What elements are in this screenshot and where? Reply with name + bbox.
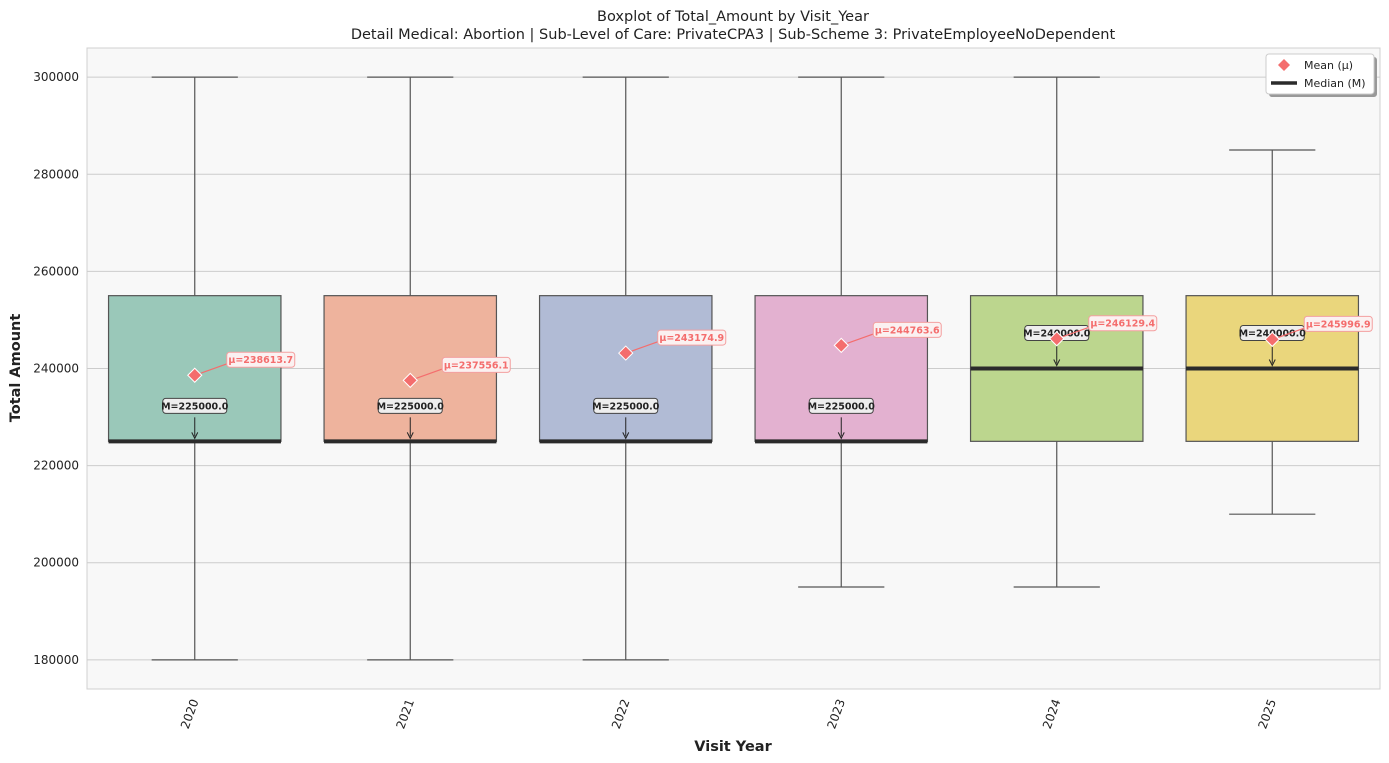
mean-connector [416,367,445,379]
box-group-2022: M=225000.0 μ=243174.9 [538,76,727,661]
mean-marker [1049,331,1065,347]
x-tick-label: 2021 [393,697,417,730]
box-group-2024: M=240000.0μ=246129.4 [969,76,1158,588]
legend-mean-icon [1278,59,1290,71]
median-arrow-head [1268,359,1276,367]
y-tick-label: 280000 [33,167,79,181]
mean-connector [1278,326,1307,338]
median-label-box [593,397,659,414]
median-label-box [162,397,228,414]
legend-mean-label: Mean (μ) [1304,59,1353,72]
grid-lines [87,76,1380,661]
y-axis-ticks: 180000 200000 220000 240000 260000 280000 3000… [33,70,79,667]
mean-label-box [1303,315,1373,332]
y-axis-label: Total Amount [8,314,24,423]
box-group-2023: M=225000.0 μ=244763.6 [754,76,942,588]
x-tick-label: 2025 [1255,697,1279,730]
mean-marker [402,372,418,389]
mean-marker [187,367,203,383]
mean-marker [618,345,634,361]
median-arrow-head [622,432,630,440]
mean-label: μ=238613.7 [228,355,293,366]
mean-label-box [441,356,511,373]
median-label: M=225000.0 [808,401,876,412]
boxes: M=225000.0 μ=238613.7 M=225000.0 μ=237556.1… [107,76,1373,661]
x-tick-label: 2022 [609,697,633,730]
y-tick-label: 260000 [33,264,79,278]
x-axis-label: Visit Year [694,739,772,755]
mean-label-box [1088,315,1158,332]
mean-label: μ=244763.6 [875,325,940,336]
mean-label-box [657,329,727,346]
chart-title: Boxplot of Total_Amount by Visit_Year [597,9,869,25]
median-label-box [808,397,874,414]
median-label: M=225000.0 [592,401,660,412]
mean-connector [631,340,660,352]
mean-connector [847,332,876,344]
box-group-2020: M=225000.0 μ=238613.7 [107,76,296,661]
mean-label: μ=237556.1 [444,360,509,371]
y-tick-label: 180000 [33,653,79,667]
mean-label-box [226,351,296,368]
y-tick-label: 300000 [33,70,79,84]
median-arrow-head [837,432,845,440]
x-tick-label: 2020 [178,697,202,730]
x-tick-label: 2023 [824,697,848,730]
mean-label-box [872,321,942,338]
mean-label: μ=245996.9 [1306,319,1371,330]
box-group-2021: M=225000.0 μ=237556.1 [323,76,511,661]
median-arrow-head [1053,359,1061,367]
median-label: M=225000.0 [161,401,229,412]
mean-marker [1264,331,1280,348]
legend-median-label: Median (M) [1304,77,1366,90]
mean-marker [833,337,849,354]
box-iqr [538,295,713,442]
mean-label: μ=243174.9 [659,333,724,344]
y-tick-label: 240000 [33,362,79,376]
median-arrow-head [191,432,199,440]
mean-label: μ=246129.4 [1090,319,1155,330]
y-tick-label: 200000 [33,556,79,570]
y-tick-label: 220000 [33,459,79,473]
mean-connector [1062,326,1091,338]
median-label-box [377,397,443,414]
x-tick-label: 2024 [1040,697,1064,730]
chart-subtitle: Detail Medical: Abortion | Sub-Level of … [351,27,1116,43]
median-label: M=225000.0 [377,401,445,412]
mean-connector [200,362,229,374]
median-arrow-head [406,432,414,440]
legend: Mean (μ) Median (M) [1265,53,1377,97]
box-iqr [754,295,929,442]
box-group-2025: M=240000.0μ=245996.9 [1185,149,1373,515]
x-axis-ticks: 2020 2021 2022 2023 2024 2025 [178,697,1279,730]
